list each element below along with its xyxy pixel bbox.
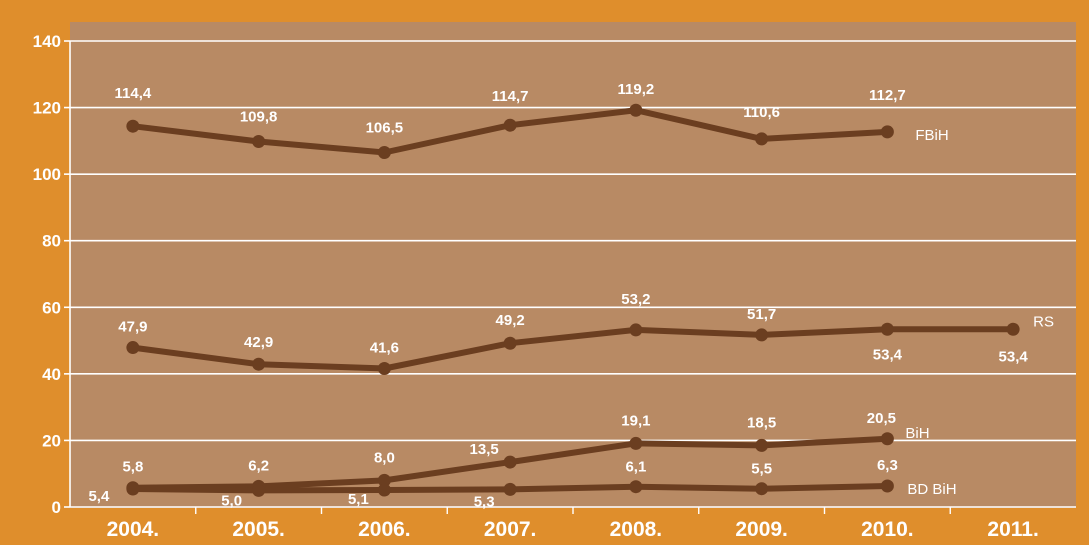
data-point-rs bbox=[880, 322, 894, 336]
data-point-bd-bih bbox=[377, 483, 391, 497]
y-tick-label-140: 140 bbox=[33, 32, 61, 51]
series-lines bbox=[126, 103, 1020, 497]
x-tick-label-2007: 2007. bbox=[484, 518, 537, 541]
data-label-fbih: 119,2 bbox=[618, 81, 655, 98]
series-name-rs: RS bbox=[1033, 313, 1054, 330]
x-tick-label-2008: 2008. bbox=[610, 518, 663, 541]
data-point-bd-bih bbox=[126, 482, 140, 496]
data-point-bd-bih bbox=[629, 480, 643, 494]
data-labels: 114,4 109,8 106,5 114,7 119,2 110,6 112,7 FBiH 4… bbox=[88, 81, 1054, 510]
data-point-rs bbox=[377, 362, 391, 376]
data-label-bd-bih: 5,3 bbox=[474, 493, 495, 510]
series-name-fbih: FBiH bbox=[915, 127, 948, 144]
data-point-fbih bbox=[503, 118, 517, 132]
data-label-fbih: 106,5 bbox=[366, 120, 404, 137]
data-point-rs bbox=[629, 323, 643, 337]
data-label-bih: 5,8 bbox=[122, 459, 143, 476]
x-tick-label-2011: 2011. bbox=[987, 518, 1038, 541]
x-tick-label-2006: 2006. bbox=[358, 518, 411, 541]
data-label-rs: 41,6 bbox=[370, 340, 399, 357]
data-label-rs: 49,2 bbox=[496, 312, 525, 329]
data-point-fbih bbox=[629, 103, 643, 117]
data-point-bih bbox=[377, 473, 391, 487]
data-label-bd-bih: 5,1 bbox=[348, 491, 369, 508]
data-label-rs: 47,9 bbox=[118, 319, 147, 336]
data-point-rs bbox=[1006, 322, 1020, 336]
data-point-bd-bih bbox=[252, 483, 266, 497]
y-axis: 0 20 40 60 80 100 120 140 bbox=[33, 32, 71, 517]
data-label-fbih: 114,7 bbox=[492, 88, 529, 105]
data-label-bd-bih: 5,5 bbox=[751, 461, 772, 478]
data-point-bd-bih bbox=[755, 482, 769, 496]
data-label-bih: 8,0 bbox=[374, 449, 395, 466]
data-point-bih bbox=[503, 455, 517, 469]
data-label-fbih: 109,8 bbox=[240, 109, 278, 126]
data-point-rs bbox=[503, 336, 517, 350]
data-point-bih bbox=[629, 436, 643, 450]
y-tick-label-120: 120 bbox=[33, 99, 61, 118]
data-label-rs: 53,4 bbox=[873, 346, 903, 363]
data-point-bih bbox=[880, 432, 894, 446]
data-point-fbih bbox=[126, 119, 140, 133]
data-label-bd-bih: 5,0 bbox=[221, 492, 242, 509]
y-tick-label-40: 40 bbox=[42, 365, 61, 384]
data-label-rs: 53,4 bbox=[999, 348, 1029, 365]
data-point-rs bbox=[252, 357, 266, 371]
y-tick-label-0: 0 bbox=[52, 498, 61, 517]
data-label-rs: 42,9 bbox=[244, 334, 273, 351]
data-label-bih: 13,5 bbox=[470, 441, 499, 458]
data-label-bih: 19,1 bbox=[621, 412, 650, 429]
data-label-bd-bih: 6,3 bbox=[877, 457, 898, 474]
data-point-bd-bih bbox=[880, 479, 894, 493]
series-name-bd-bih: BD BiH bbox=[907, 481, 956, 498]
x-tick-label-2009: 2009. bbox=[735, 518, 788, 541]
data-point-fbih bbox=[377, 146, 391, 160]
data-label-bih: 18,5 bbox=[747, 414, 776, 431]
x-tick-label-2010: 2010. bbox=[861, 518, 914, 541]
plot-area bbox=[70, 22, 1076, 508]
y-tick-label-100: 100 bbox=[33, 165, 61, 184]
data-label-bih: 6,2 bbox=[248, 457, 269, 474]
data-point-rs bbox=[755, 328, 769, 342]
data-label-rs: 53,2 bbox=[621, 291, 650, 308]
data-point-bih bbox=[755, 438, 769, 452]
data-label-fbih: 110,6 bbox=[743, 104, 780, 121]
series-name-bih: BiH bbox=[905, 425, 929, 442]
data-label-fbih: 114,4 bbox=[115, 85, 152, 102]
data-point-fbih bbox=[755, 132, 769, 146]
y-tick-label-60: 60 bbox=[42, 298, 61, 317]
data-point-bd-bih bbox=[503, 482, 517, 496]
data-point-fbih bbox=[252, 135, 266, 149]
data-label-bd-bih: 5,4 bbox=[88, 488, 110, 505]
data-label-rs: 51,7 bbox=[747, 306, 776, 323]
x-tick-label-2005: 2005. bbox=[232, 518, 285, 541]
gridlines bbox=[70, 40, 1076, 508]
data-point-rs bbox=[126, 341, 140, 355]
data-label-bd-bih: 6,1 bbox=[625, 459, 646, 476]
data-point-fbih bbox=[880, 125, 894, 139]
x-axis: 2004. 2005. 2006. 2007. 2008. 2009. 2010. 2011. bbox=[107, 507, 1039, 541]
series-line-rs bbox=[129, 326, 1017, 372]
y-tick-label-20: 20 bbox=[42, 431, 61, 450]
x-tick-label-2004: 2004. bbox=[107, 518, 160, 541]
y-tick-label-80: 80 bbox=[42, 232, 61, 251]
data-label-fbih: 112,7 bbox=[869, 87, 906, 104]
data-label-bih: 20,5 bbox=[867, 410, 896, 427]
